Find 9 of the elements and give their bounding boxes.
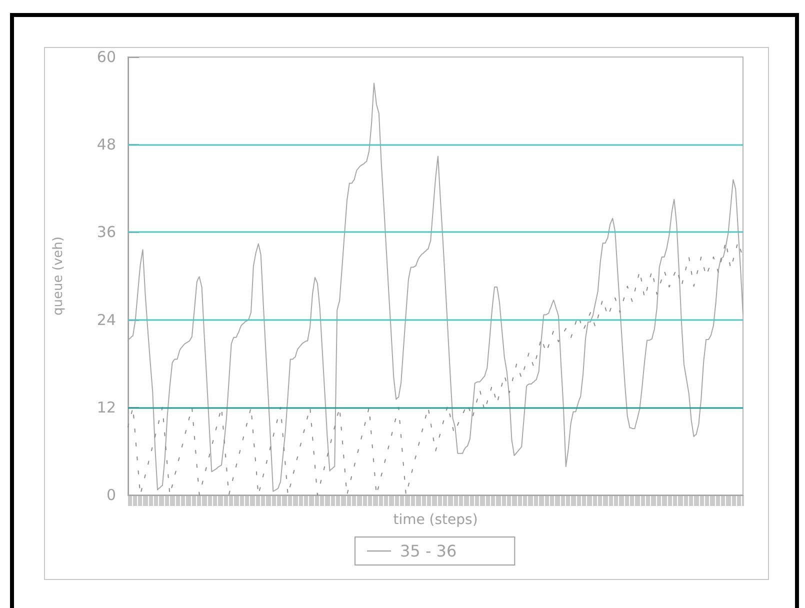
y-tick-label: 36 bbox=[96, 223, 116, 242]
y-tick-label: 48 bbox=[96, 136, 116, 154]
y-axis-title: queue (veh) bbox=[51, 236, 66, 316]
y-tick-label: 24 bbox=[96, 310, 116, 329]
x-axis-title: time (steps) bbox=[393, 512, 478, 528]
y-tick-label: 12 bbox=[96, 398, 116, 416]
y-tick-label: 60 bbox=[96, 48, 116, 66]
legend-label: 35 - 36 bbox=[400, 542, 457, 560]
y-tick-label: 0 bbox=[106, 486, 116, 504]
